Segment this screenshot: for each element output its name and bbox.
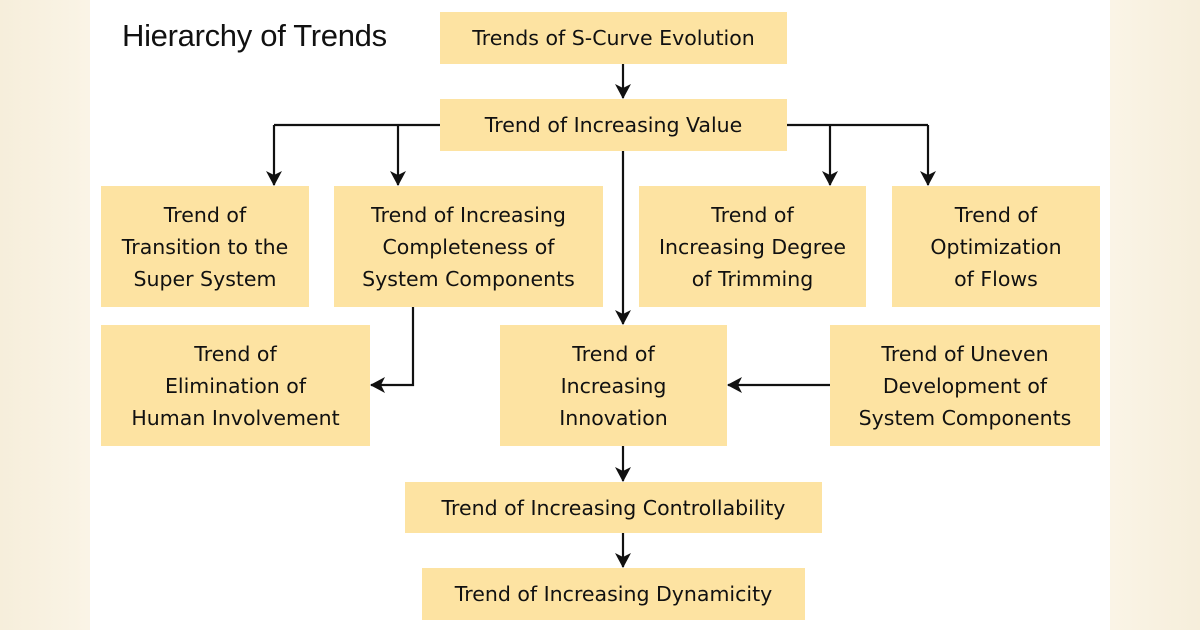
- node-elimination-human: Trend of Elimination of Human Involvemen…: [101, 325, 370, 446]
- node-transition-super-system: Trend of Transition to the Super System: [101, 186, 309, 307]
- arrow-completeness-to-elimination: [370, 307, 415, 393]
- node-controllability: Trend of Increasing Controllability: [405, 482, 822, 533]
- node-s-curve-evolution: Trends of S-Curve Evolution: [440, 12, 787, 64]
- node-increasing-innovation: Trend of Increasing Innovation: [500, 325, 727, 446]
- node-optimization-flows: Trend of Optimization of Flows: [892, 186, 1100, 307]
- node-increasing-value: Trend of Increasing Value: [440, 99, 787, 151]
- node-completeness: Trend of Increasing Completeness of Syst…: [334, 186, 603, 307]
- node-trimming: Trend of Increasing Degree of Trimming: [639, 186, 866, 307]
- node-uneven-development: Trend of Uneven Development of System Co…: [830, 325, 1100, 446]
- diagram-title: Hierarchy of Trends: [122, 18, 387, 53]
- node-dynamicity: Trend of Increasing Dynamicity: [422, 568, 805, 620]
